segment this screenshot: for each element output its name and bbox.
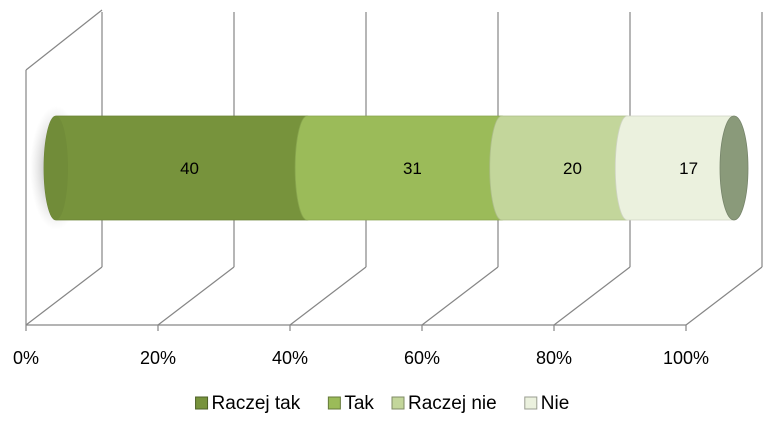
legend-label: Nie	[541, 393, 570, 414]
legend-swatch	[391, 396, 405, 410]
floor-gridline	[553, 266, 631, 326]
data-label: 20	[563, 159, 582, 178]
side-wall-top-edge	[25, 9, 103, 71]
legend-swatch	[327, 396, 341, 410]
legend-label: Raczej nie	[408, 393, 497, 414]
cylinder-left-cap	[44, 116, 68, 220]
x-tick-label: 20%	[140, 348, 176, 368]
legend-item: Raczej nie	[391, 393, 497, 414]
cylinder-right-cap	[719, 115, 749, 221]
data-label: 40	[180, 159, 199, 178]
x-tick-label: 80%	[536, 348, 572, 368]
floor-gridline	[289, 266, 367, 326]
legend-swatch	[524, 396, 538, 410]
floor-gridline	[421, 266, 499, 326]
floor-gridline	[25, 266, 103, 326]
legend: Raczej tak Tak Raczej nie Nie	[195, 393, 570, 414]
legend-label: Raczej tak	[212, 393, 301, 414]
legend-item: Tak	[327, 393, 374, 414]
x-axis-ticks: 0% 20% 40% 60% 80% 100%	[13, 348, 709, 368]
legend-item: Raczej tak	[195, 393, 301, 414]
x-tick-label: 0%	[13, 348, 39, 368]
x-tick-label: 60%	[404, 348, 440, 368]
floor-gridline	[685, 266, 763, 326]
legend-swatch	[195, 396, 209, 410]
floor-gridline	[157, 266, 235, 326]
x-tick-label: 100%	[663, 348, 709, 368]
legend-label: Tak	[344, 393, 374, 414]
bar-layer: 40 31 20 17	[30, 106, 749, 230]
legend-item: Nie	[524, 393, 570, 414]
data-label: 31	[403, 159, 422, 178]
data-label: 17	[679, 159, 698, 178]
x-tick-label: 40%	[272, 348, 308, 368]
